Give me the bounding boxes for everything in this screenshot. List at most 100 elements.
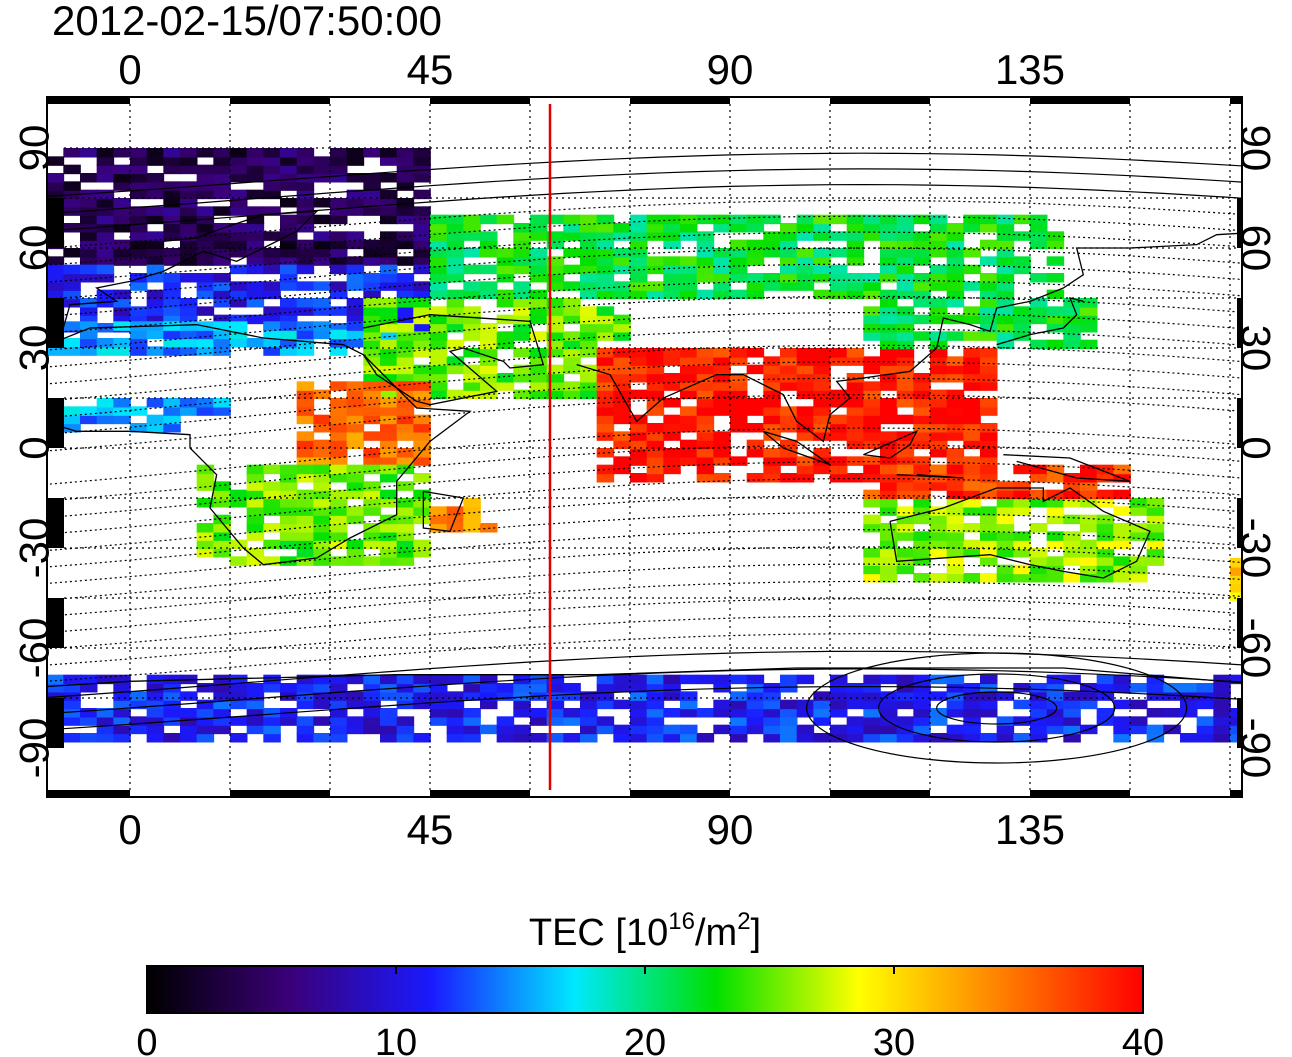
tec-cell bbox=[363, 273, 381, 283]
tec-cell bbox=[780, 724, 798, 735]
tec-cell bbox=[646, 398, 665, 408]
tec-cell bbox=[430, 323, 448, 333]
tec-cell bbox=[330, 264, 348, 275]
tec-cell bbox=[396, 456, 415, 466]
tec-cell bbox=[1013, 214, 1031, 225]
tec-cell bbox=[163, 248, 181, 258]
tec-cell bbox=[146, 181, 165, 191]
tec-cell bbox=[996, 733, 1015, 743]
tec-cell bbox=[396, 523, 415, 533]
tec-cell bbox=[330, 699, 348, 710]
tec-cell bbox=[396, 323, 415, 333]
lat-tick-label: -30 bbox=[11, 518, 58, 579]
tec-cell bbox=[813, 398, 831, 408]
tec-cell bbox=[430, 356, 448, 366]
tec-cell bbox=[230, 164, 248, 175]
tec-cell bbox=[380, 264, 398, 275]
tec-cell bbox=[163, 223, 181, 233]
tec-cell bbox=[613, 248, 631, 258]
tec-cell bbox=[96, 214, 115, 225]
tec-cell bbox=[763, 423, 781, 433]
tec-cell bbox=[496, 716, 515, 726]
tec-cell bbox=[763, 448, 781, 458]
tec-cell bbox=[413, 239, 431, 250]
tec-cell bbox=[263, 321, 281, 331]
tec-cell bbox=[313, 214, 331, 225]
tec-cell bbox=[63, 683, 81, 693]
tec-cell bbox=[996, 564, 1015, 575]
tec-cell bbox=[180, 691, 198, 701]
tec-cell bbox=[113, 674, 131, 685]
tec-cell bbox=[113, 298, 131, 308]
tec-cell bbox=[363, 323, 381, 333]
tec-cell bbox=[346, 481, 365, 491]
tec-cell bbox=[680, 281, 698, 291]
tec-cell bbox=[1247, 683, 1265, 693]
tec-cell bbox=[163, 189, 181, 200]
tec-cell bbox=[1080, 683, 1098, 693]
tec-cell bbox=[563, 264, 581, 275]
tec-cell bbox=[913, 439, 931, 450]
tec-cell bbox=[430, 364, 448, 375]
tec-cell bbox=[330, 691, 348, 701]
tec-cell bbox=[580, 289, 598, 300]
tec-cell bbox=[530, 248, 548, 258]
tec-cell bbox=[513, 691, 531, 701]
tec-cell bbox=[963, 348, 981, 358]
tec-cell bbox=[196, 398, 215, 408]
tec-cell bbox=[413, 423, 431, 433]
tec-cell bbox=[680, 264, 698, 275]
tec-cell bbox=[680, 448, 698, 458]
tec-cell bbox=[363, 481, 381, 491]
tec-cell bbox=[996, 256, 1015, 266]
coastline bbox=[889, 487, 1151, 579]
tec-cell bbox=[130, 214, 148, 225]
tec-cell bbox=[996, 716, 1015, 726]
tec-cell bbox=[496, 381, 515, 391]
tec-cell bbox=[730, 691, 748, 701]
tec-cell bbox=[1063, 498, 1081, 508]
tec-cell bbox=[896, 514, 915, 525]
tec-cell bbox=[80, 346, 98, 356]
tec-cell bbox=[380, 248, 398, 258]
tec-cell bbox=[480, 331, 498, 341]
tec-cell bbox=[280, 481, 298, 491]
tec-cell bbox=[363, 498, 381, 508]
tec-cell bbox=[330, 289, 348, 300]
tec-cell bbox=[246, 514, 265, 525]
tec-cell bbox=[296, 699, 315, 710]
tec-cell bbox=[180, 223, 198, 233]
tec-cell bbox=[1030, 306, 1048, 316]
tec-cell bbox=[646, 683, 665, 693]
tec-cell bbox=[1046, 531, 1065, 541]
tec-cell bbox=[880, 381, 898, 391]
tec-cell bbox=[346, 298, 365, 308]
tec-cell bbox=[1146, 556, 1165, 566]
tec-cell bbox=[113, 398, 131, 408]
tec-cell bbox=[746, 256, 765, 266]
lat-tick-label: -30 bbox=[1233, 518, 1280, 579]
tec-cell bbox=[96, 189, 115, 200]
tec-cell bbox=[696, 473, 715, 483]
tec-cell bbox=[1146, 506, 1165, 516]
contour-line bbox=[47, 478, 1242, 535]
tec-cell bbox=[313, 498, 331, 508]
tec-cell bbox=[396, 498, 415, 508]
tec-cell bbox=[1280, 566, 1292, 576]
tec-cell bbox=[63, 181, 81, 191]
tec-cell bbox=[596, 281, 615, 291]
tec-cell bbox=[280, 683, 298, 693]
tec-cell bbox=[963, 364, 981, 375]
tec-cell bbox=[47, 423, 48, 433]
tec-cell bbox=[813, 699, 831, 710]
tec-cell bbox=[663, 256, 681, 266]
tec-cell bbox=[96, 231, 115, 241]
tec-cell bbox=[196, 289, 215, 300]
tec-cell bbox=[330, 456, 348, 466]
tec-cell bbox=[430, 373, 448, 383]
tec-cell bbox=[263, 206, 281, 216]
tec-cell bbox=[1196, 699, 1215, 710]
tec-cell bbox=[463, 314, 481, 325]
tec-cell bbox=[596, 248, 615, 258]
